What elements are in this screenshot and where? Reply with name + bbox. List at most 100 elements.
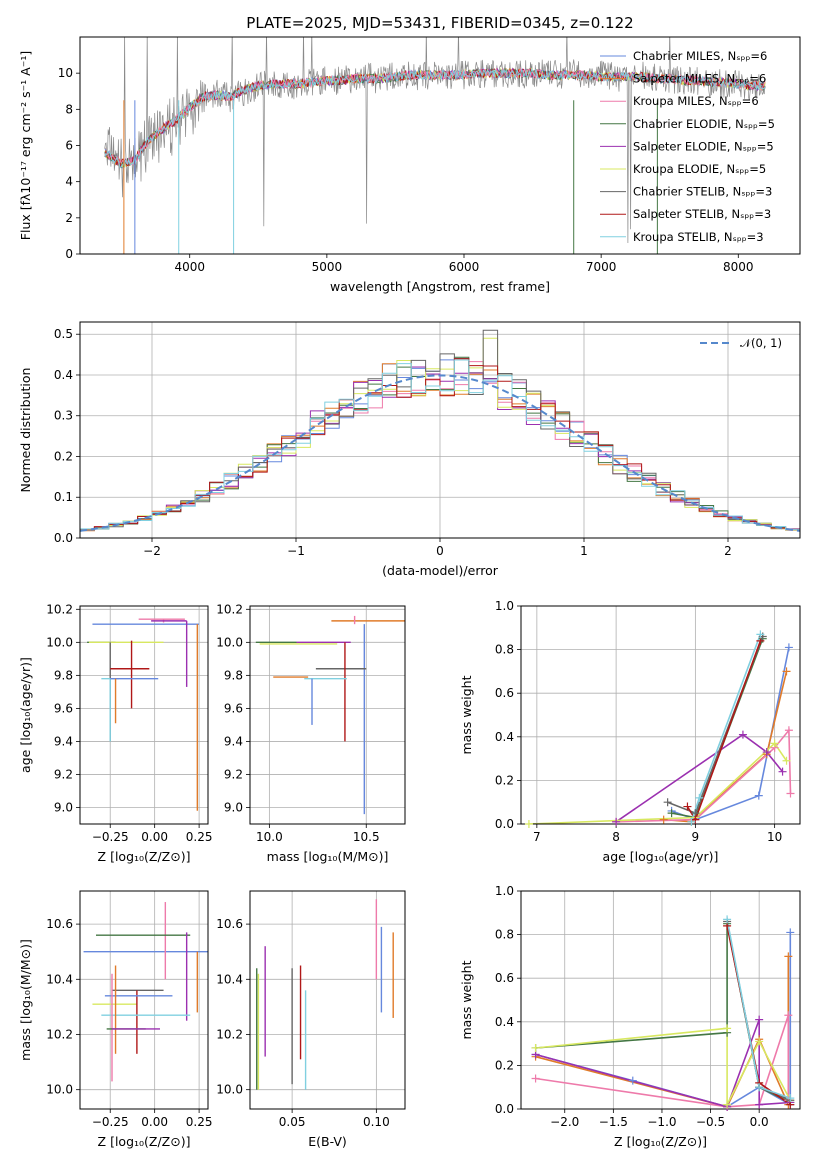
x-tick-label: −1.0 [647,1115,676,1129]
y-tick-label: 0.0 [54,531,73,545]
weight-marker [531,1043,540,1052]
y-tick-label: 9.0 [54,800,73,814]
x-tick-label: 0.00 [141,830,168,844]
y-tick-label: 0.6 [495,686,514,700]
y-axis-label: Flux [fλ10⁻¹⁷ erg cm⁻² s⁻¹ A⁻¹] [18,51,33,240]
y-tick-label: 0 [65,247,73,261]
legend-label: Salpeter ELODIE, Nₛₚₚ=5 [633,139,774,153]
figure-title: PLATE=2025, MJD=53431, FIBERID=0345, z=0… [246,14,633,32]
y-tick-label: 0.6 [495,971,514,985]
weight-line [616,728,792,823]
plot-area [528,634,792,824]
axes-frame [249,890,406,1110]
grid-lines [80,606,208,824]
x-tick-label: 0.00 [141,1115,168,1129]
y-tick-label: 9.4 [224,734,243,748]
axes-frame [79,605,209,825]
x-tick-label: −0.25 [92,830,129,844]
x-tick-label: 8 [612,830,620,844]
weight-marker [784,726,793,735]
axes-spectrum: 4000 5000 6000 7000 8000 0 2 4 6 8 10 wavelength [A… [18,36,801,294]
weight-marker [778,767,787,776]
spectrum-model-line [104,68,766,168]
axes-ebv-mass: 0.05 0.10 10.0 10.2 10.4 10.6 E(B-V) [216,890,406,1149]
y-tick-label: 0.0 [495,817,514,831]
spectrum-data-line [104,37,767,244]
weight-marker [755,1037,764,1046]
legend-label: Chabrier MILES, Nₛₚₚ=6 [633,49,767,63]
y-tick-label: 9.2 [224,767,243,781]
residual-histogram [80,359,800,534]
x-tick-label: 9 [692,830,700,844]
plot-area [104,37,767,254]
plot-area [87,618,200,811]
y-tick-label: 9.6 [224,701,243,715]
y-axis-label: Normed distribution [18,368,33,493]
weight-marker [738,730,747,739]
axes-mass-age: 10.0 10.5 9.0 9.2 9.4 9.6 9.8 10.0 10.2 mass [log… [216,602,406,864]
x-tick-label: 0.25 [186,1115,213,1129]
y-tick-label: 10.2 [216,1027,243,1041]
x-tick-label: 0 [436,544,444,558]
axes-frame [79,890,209,1110]
y-tick-label: 0.0 [495,1102,514,1116]
grid-lines [250,891,405,1109]
weight-marker [723,1100,732,1109]
normal-curve [80,374,800,532]
weight-marker [786,928,795,937]
y-tick-label: 10 [58,66,73,80]
x-axis-label: mass [log₁₀(M/M⊙)] [267,849,389,864]
y-tick-label: 10.0 [216,1083,243,1097]
weight-marker [687,817,696,826]
legend-label: Salpeter MILES, Nₛₚₚ=6 [633,72,766,86]
x-tick-label: −2.0 [550,1115,579,1129]
y-tick-label: 0.2 [54,449,73,463]
weight-marker [524,820,533,828]
plot-area [80,329,800,534]
x-axis-label: age [log₁₀(age/yr)] [603,849,719,864]
y-tick-label: 9.6 [54,701,73,715]
x-axis-label: Z [log₁₀(Z/Z⊙)] [614,1134,707,1149]
y-tick-label: 10.6 [216,917,243,931]
legend-label: Chabrier ELODIE, Nₛₚₚ=5 [633,117,775,131]
y-tick-label: 9.0 [224,800,243,814]
grid-lines [250,606,405,824]
axes-age-weight: 7 8 9 10 0.0 0.2 0.4 0.6 0.8 1.0 age [log₁₀(age/yr… [459,599,801,864]
axes-z-age: −0.25 0.00 0.25 9.0 9.2 9.4 9.6 9.8 10.0 10.2 Z [l… [18,602,212,864]
x-tick-label: 0.10 [363,1115,390,1129]
x-axis-label: Z [log₁₀(Z/Z⊙)] [98,849,191,864]
y-tick-label: 0.5 [54,327,73,341]
x-tick-label: −1 [287,544,305,558]
weight-marker [663,798,672,807]
plot-area [256,899,394,1090]
y-tick-label: 10.2 [216,602,243,616]
weight-marker [695,793,704,802]
weight-marker [786,789,795,798]
legend-label: Kroupa STELIB, Nₛₚₚ=3 [633,230,764,244]
plot-area [83,902,208,1082]
weight-marker [784,952,793,961]
weight-marker [756,630,765,639]
x-tick-label: 10.5 [353,830,380,844]
x-axis-label: wavelength [Angstrom, rest frame] [330,279,550,294]
weight-marker [782,756,791,765]
x-tick-label: 1 [580,544,588,558]
weight-marker [755,1100,764,1109]
y-tick-label: 10.4 [216,972,243,986]
x-axis-label: (data-model)/error [382,563,499,578]
x-tick-label: −1.5 [599,1115,628,1129]
weight-marker [683,802,692,811]
x-tick-label: 7000 [586,260,617,274]
y-tick-label: 0.4 [495,730,514,744]
x-tick-label: 8000 [723,260,754,274]
y-tick-label: 10.0 [46,635,73,649]
y-tick-label: 8 [65,102,73,116]
y-tick-label: 10.6 [46,917,73,931]
x-tick-label: 2 [724,544,732,558]
axes-frame [249,605,406,825]
legend-label: Kroupa ELODIE, Nₛₚₚ=5 [633,162,766,176]
weight-marker [667,809,676,818]
x-axis-label: Z [log₁₀(Z/Z⊙)] [98,1134,191,1149]
legend-label: Salpeter STELIB, Nₛₚₚ=3 [633,207,771,221]
axes-frame [520,890,801,1110]
